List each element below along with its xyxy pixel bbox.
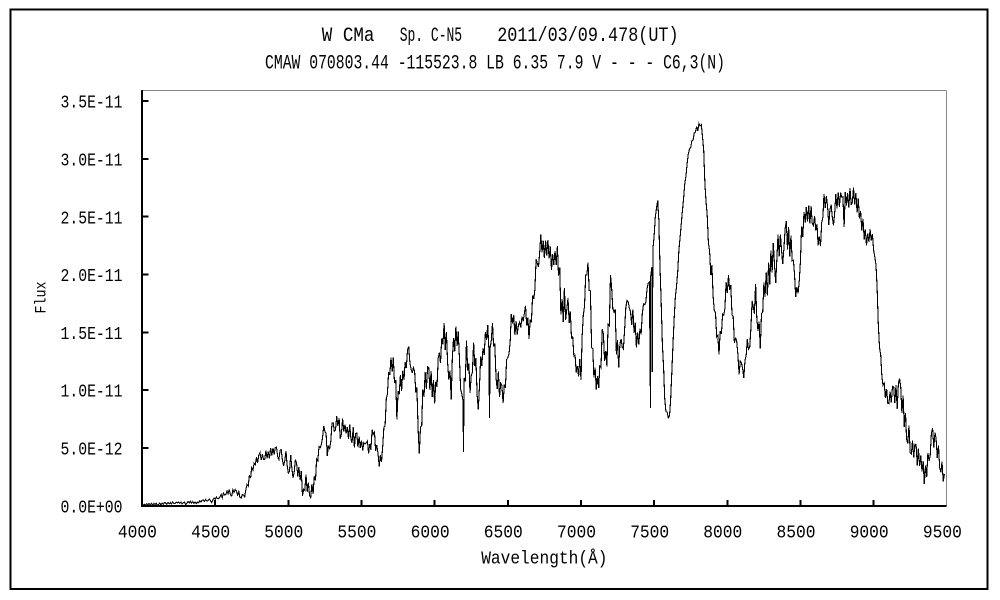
svg-text:0.0E+00: 0.0E+00 xyxy=(61,498,123,518)
svg-text:W CMa: W CMa xyxy=(322,25,375,48)
svg-text:6500: 6500 xyxy=(484,524,523,544)
svg-text:1.0E-11: 1.0E-11 xyxy=(61,383,123,403)
svg-text:9500: 9500 xyxy=(923,524,962,544)
svg-text:2011/03/09.478(UT): 2011/03/09.478(UT) xyxy=(497,25,678,48)
svg-text:6000: 6000 xyxy=(411,524,450,544)
svg-text:5000: 5000 xyxy=(264,524,303,544)
svg-text:Sp. C-N5: Sp. C-N5 xyxy=(400,25,462,48)
svg-text:3.5E-11: 3.5E-11 xyxy=(61,94,123,114)
svg-text:3.0E-11: 3.0E-11 xyxy=(61,151,123,171)
svg-text:2.5E-11: 2.5E-11 xyxy=(61,209,123,229)
svg-text:5.0E-12: 5.0E-12 xyxy=(61,441,123,461)
svg-text:Wavelength(Å): Wavelength(Å) xyxy=(481,548,607,569)
svg-text:7500: 7500 xyxy=(630,524,669,544)
svg-text:1.5E-11: 1.5E-11 xyxy=(61,325,123,345)
svg-text:CMAW 070803.44 -115523.8 LB 6.: CMAW 070803.44 -115523.8 LB 6.35 7.9 V -… xyxy=(265,53,725,76)
svg-text:4500: 4500 xyxy=(191,524,230,544)
svg-text:8500: 8500 xyxy=(777,524,816,544)
svg-text:2.0E-11: 2.0E-11 xyxy=(61,267,123,287)
svg-text:9000: 9000 xyxy=(850,524,889,544)
svg-text:7000: 7000 xyxy=(557,524,596,544)
svg-text:5500: 5500 xyxy=(337,524,376,544)
svg-text:8000: 8000 xyxy=(703,524,742,544)
svg-text:Flux: Flux xyxy=(33,282,51,314)
svg-text:4000: 4000 xyxy=(118,524,157,544)
